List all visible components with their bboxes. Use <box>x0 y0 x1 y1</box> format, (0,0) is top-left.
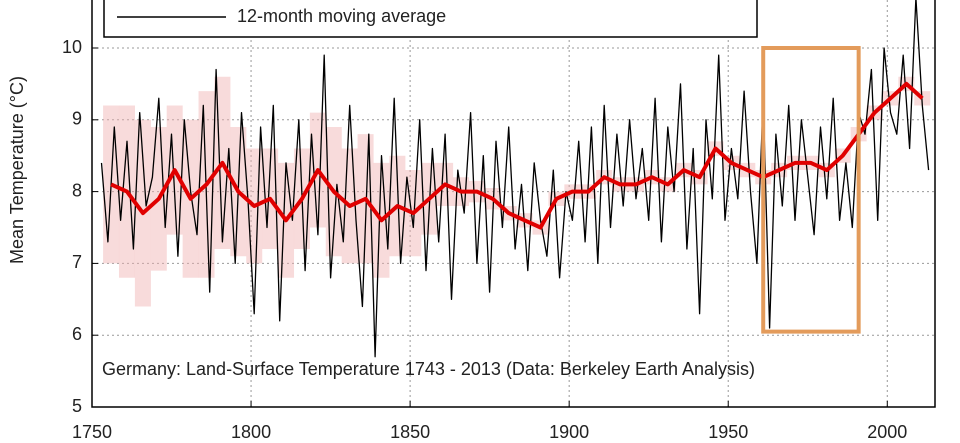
annotation: Germany: Land-Surface Temperature 1743 -… <box>102 359 755 379</box>
y-tick-label: 8 <box>72 180 82 200</box>
highlight-box <box>761 46 861 334</box>
x-tick-label: 1850 <box>390 422 430 442</box>
plot-frame <box>91 0 936 408</box>
x-tick-label: 1900 <box>549 422 589 442</box>
x-tick-label: 1800 <box>231 422 271 442</box>
x-tick-label: 1750 <box>72 422 112 442</box>
y-axis-label: Mean Temperature (°C) <box>7 76 27 264</box>
x-tick-label: 2000 <box>867 422 907 442</box>
series-line <box>100 0 930 358</box>
x-tick-label: 1950 <box>708 422 748 442</box>
series-line <box>110 81 924 230</box>
y-tick-label: 5 <box>72 396 82 416</box>
plot-area <box>92 0 935 407</box>
legend <box>103 0 758 38</box>
y-tick-label: 7 <box>72 252 82 272</box>
y-tick-label: 10 <box>62 37 82 57</box>
y-tick-label: 9 <box>72 109 82 129</box>
y-tick-label: 6 <box>72 324 82 344</box>
legend-label: 12-month moving average <box>237 6 446 26</box>
